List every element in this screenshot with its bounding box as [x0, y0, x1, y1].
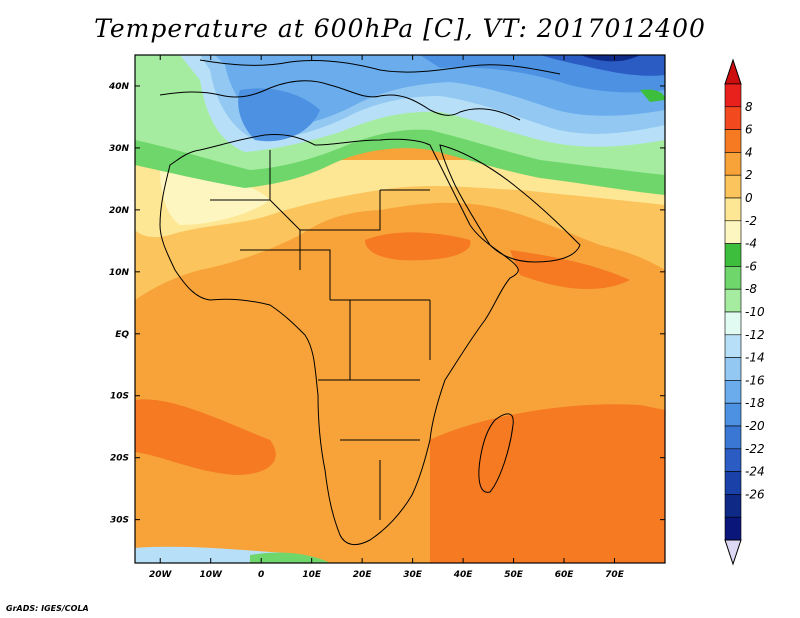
- colorbar-swatch: [724, 106, 742, 130]
- lon-tick-label: 60E: [555, 570, 575, 580]
- colorbar-label: -10: [745, 305, 765, 319]
- lat-tick-label: 10S: [110, 392, 129, 402]
- plot-frame: [134, 54, 666, 564]
- lon-tick-label: 10W: [199, 570, 223, 580]
- lon-tick-label: 20W: [149, 570, 173, 580]
- colorbar-label: -26: [745, 487, 765, 501]
- lon-tick-label: 0: [258, 570, 264, 580]
- lat-tick-label: 20N: [109, 206, 130, 216]
- colorbar-label: 4: [745, 145, 753, 159]
- colorbar-label: -12: [745, 328, 765, 342]
- temperature-field: [135, 55, 665, 563]
- lon-tick-label: 20E: [353, 570, 373, 580]
- lon-tick-label: 40E: [453, 570, 474, 580]
- lat-tick-label: 20S: [110, 454, 129, 464]
- colorbar-label: -16: [745, 373, 765, 387]
- colorbar-swatch: [724, 266, 742, 290]
- coastlines: [159, 59, 581, 546]
- lat-tick-label: 30N: [109, 144, 130, 154]
- colorbar-label: -20: [745, 419, 765, 433]
- latitude-axis: 40N 30N 20N 10N EQ 10S 20S 30S: [108, 82, 665, 526]
- colorbar-swatch: [724, 311, 742, 336]
- colorbar-swatch: [724, 174, 742, 199]
- colorbar-label: -22: [745, 442, 765, 456]
- colorbar-label: -24: [745, 465, 765, 479]
- colorbar-over-arrow: [724, 58, 742, 85]
- colorbar-swatch: [724, 448, 742, 472]
- colorbar-swatch: [724, 243, 742, 267]
- colorbar-swatch: [724, 220, 742, 244]
- colorbar-swatch: [724, 516, 742, 541]
- colorbar-swatch: [724, 357, 742, 381]
- lon-tick-label: 70E: [605, 570, 625, 580]
- lat-tick-label: 10N: [109, 268, 130, 278]
- map-title: Temperature at 600hPa [C], VT: 201701240…: [94, 14, 706, 43]
- colorbar-label: 0: [745, 191, 753, 205]
- colorbar: 8 6 4 2 0 -2 -4 -6 -8 -10 -12 -14 -16 -18 -20 -22 -24 -26: [724, 58, 765, 566]
- colorbar-label: -2: [745, 214, 757, 228]
- colorbar-label: -18: [745, 396, 765, 410]
- lon-tick-label: 10E: [302, 570, 322, 580]
- lat-tick-label: EQ: [115, 330, 129, 340]
- colorbar-swatch: [724, 288, 742, 313]
- lon-tick-label: 50E: [504, 570, 524, 580]
- colorbar-swatch: [724, 197, 742, 222]
- colorbar-label: -6: [745, 259, 757, 273]
- colorbar-swatch: [724, 83, 742, 108]
- colorbar-swatch: [724, 471, 742, 495]
- colorbar-swatch: [724, 425, 742, 450]
- colorbar-swatch: [724, 380, 742, 404]
- grads-credit: GrADS: IGES/COLA: [6, 604, 89, 613]
- colorbar-swatch: [724, 152, 742, 176]
- lat-tick-label: 40N: [108, 82, 130, 92]
- colorbar-under-arrow: [724, 539, 742, 566]
- lon-tick-label: 30E: [403, 570, 423, 580]
- colorbar-swatch: [724, 494, 742, 518]
- colorbar-swatch: [724, 334, 742, 358]
- colorbar-swatch: [724, 129, 742, 153]
- colorbar-label: -4: [745, 237, 757, 251]
- colorbar-label: -8: [745, 282, 757, 296]
- colorbar-label: 8: [745, 100, 753, 114]
- colorbar-label: -14: [745, 351, 765, 365]
- longitude-axis: 20W 10W 0 10E 20E 30E 40E 50E 60E 70E: [149, 55, 625, 580]
- colorbar-label: 2: [745, 168, 753, 182]
- colorbar-swatch: [724, 402, 742, 427]
- lat-tick-label: 30S: [110, 516, 129, 526]
- colorbar-label: 6: [745, 123, 753, 137]
